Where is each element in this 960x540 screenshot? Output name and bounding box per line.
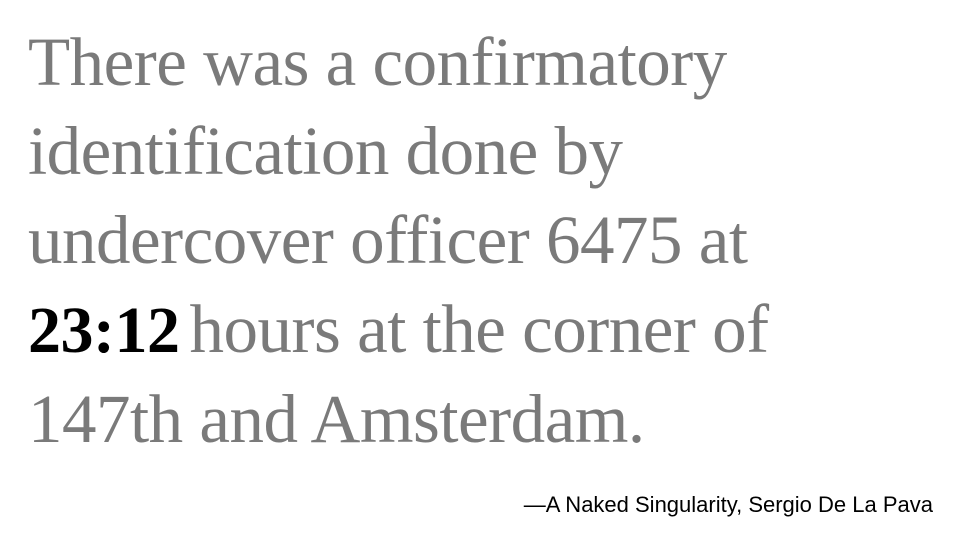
quote-text: There was a confirmatory identification … [28,18,938,464]
quote-line-2: identification done by [28,113,623,189]
quote-line-5: 147th and Amsterdam. [28,381,645,457]
quote-line-4: 23:12 hours at the corner of [28,285,938,375]
highlighted-time: 23:12 [28,294,180,367]
attribution: —A Naked Singularity, Sergio De La Pava [523,492,933,517]
quote-line-3: undercover officer 6475 at [28,202,748,278]
quote-line-1: There was a confirmatory [28,24,727,100]
quote-line-4-rest: hours at the corner of [189,291,769,367]
